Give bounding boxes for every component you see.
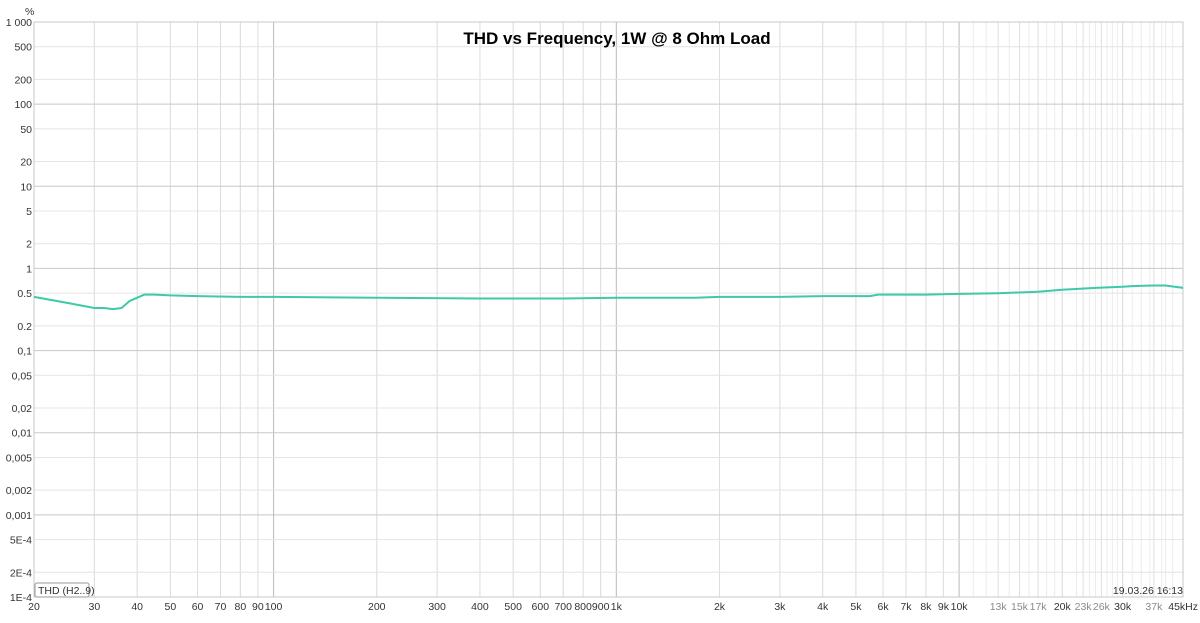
y-tick-label: 2E-4 <box>10 567 32 579</box>
y-tick-label: 1 000 <box>6 17 32 29</box>
x-tick-label: 37k <box>1145 601 1163 613</box>
thd-series-line <box>33 284 1184 311</box>
x-tick-label: 4k <box>817 601 829 613</box>
y-tick-label: 1 <box>26 263 32 275</box>
x-tick-label: 30 <box>89 601 101 613</box>
legend-series-label: THD (H2..9) <box>38 585 95 597</box>
y-tick-label: 1E-4 <box>10 592 32 604</box>
y-tick-label: 0,02 <box>12 403 33 415</box>
x-tick-label: 200 <box>368 601 386 613</box>
y-tick-label: 0,1 <box>17 346 32 358</box>
x-tick-label: 15k <box>1011 601 1029 613</box>
series-layer <box>33 284 1184 311</box>
legend: THD (H2..9) <box>34 582 95 598</box>
x-tick-label: 13k <box>990 601 1008 613</box>
x-tick-label: 1k <box>611 601 623 613</box>
y-tick-label: 5 <box>26 206 32 218</box>
x-tick-label: 20 <box>28 601 40 613</box>
x-tick-label: 10k <box>951 601 969 613</box>
x-tick-label: 23k <box>1075 601 1093 613</box>
x-tick-label: 60 <box>192 601 204 613</box>
x-tick-label: 17k <box>1030 601 1048 613</box>
y-tick-label: 0.5 <box>17 288 32 300</box>
y-unit-label: % <box>25 6 34 18</box>
axis-layer: 1 000 500 200 100 50 20 10 5 2 1 0.5 0.2 0,1 0,05 0,02… <box>6 17 1198 613</box>
x-tick-label: 9k <box>938 601 950 613</box>
x-tick-label: 45kHz <box>1168 601 1198 613</box>
x-tick-label: 3k <box>774 601 786 613</box>
y-tick-label: 2 <box>26 239 32 251</box>
x-tick-label: 7k <box>900 601 912 613</box>
x-tick-label: 2k <box>714 601 726 613</box>
y-tick-label: 0,001 <box>6 510 32 522</box>
y-tick-label: 200 <box>14 74 32 86</box>
timestamp-label: 19.03.26 16:13 <box>1113 585 1183 597</box>
y-tick-label: 20 <box>20 157 32 169</box>
x-tick-label: 700 <box>554 601 572 613</box>
x-tick-label: 600 <box>532 601 550 613</box>
x-tick-label: 800 <box>574 601 592 613</box>
x-tick-label: 8k <box>920 601 932 613</box>
x-tick-label: 90 <box>252 601 264 613</box>
x-tick-label: 20k <box>1054 601 1072 613</box>
x-tick-label: 100 <box>265 601 283 613</box>
y-tick-label: 500 <box>14 42 32 54</box>
x-tick-label: 50 <box>165 601 177 613</box>
x-tick-label: 400 <box>471 601 489 613</box>
plot-frame <box>33 21 1184 598</box>
chart-title: THD vs Frequency, 1W @ 8 Ohm Load <box>463 29 770 48</box>
y-tick-label: 100 <box>14 99 32 111</box>
y-tick-label: 0.2 <box>17 321 32 333</box>
x-tick-label: 6k <box>878 601 890 613</box>
x-tick-label: 500 <box>504 601 522 613</box>
y-tick-label: 10 <box>20 181 32 193</box>
y-tick-label: 0,01 <box>12 428 33 440</box>
y-tick-label: 50 <box>20 124 32 136</box>
x-tick-label: 70 <box>215 601 227 613</box>
x-tick-label: 300 <box>428 601 446 613</box>
grid-layer <box>33 21 1184 598</box>
y-tick-label: 5E-4 <box>10 535 32 547</box>
x-tick-label: 80 <box>235 601 247 613</box>
x-tick-label: 30k <box>1114 601 1132 613</box>
y-tick-label: 0,002 <box>6 485 32 497</box>
x-tick-label: 900 <box>592 601 610 613</box>
x-tick-label: 5k <box>850 601 862 613</box>
y-tick-label: 0,05 <box>12 370 33 382</box>
x-tick-label: 26k <box>1093 601 1111 613</box>
x-tick-label: 40 <box>131 601 143 613</box>
y-tick-label: 0,005 <box>6 452 32 464</box>
